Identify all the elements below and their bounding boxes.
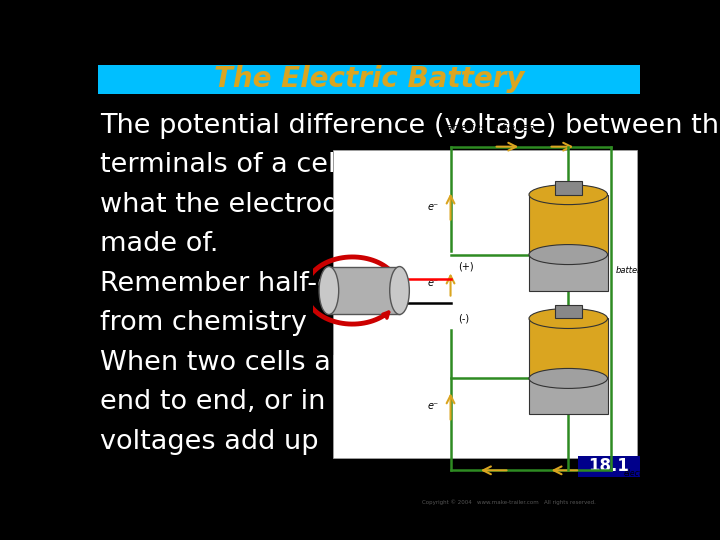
Text: The potential difference (voltage) between the: The potential difference (voltage) betwe… [100,113,720,139]
Bar [529,254,608,291]
Text: made of.: made of. [100,231,218,257]
Text: e⁻: e⁻ [428,278,438,287]
Ellipse shape [529,368,608,388]
Ellipse shape [390,267,410,314]
Text: Copyright © 2004   www.make-trailer.com   All rights reserved.: Copyright © 2004 www.make-trailer.com Al… [423,500,596,505]
Text: Negative: Negative [551,386,585,395]
Text: Remember half-cell reactions: Remember half-cell reactions [100,271,498,296]
Text: Batteries in Series: Batteries in Series [438,123,534,133]
Text: (-): (-) [564,274,573,283]
Text: When two cells are placed: When two cells are placed [100,349,457,376]
Bar [554,180,582,194]
Text: batteries: batteries [616,266,653,275]
Text: motor: motor [317,286,344,295]
Bar [529,319,608,379]
Text: e⁻: e⁻ [523,477,534,487]
Text: Negative: Negative [551,262,585,271]
Ellipse shape [529,245,608,265]
Text: terminals of a cell depend on: terminals of a cell depend on [100,152,497,178]
Text: (-): (-) [459,314,469,323]
Text: e⁻: e⁻ [527,132,539,141]
Text: (+): (+) [559,218,577,227]
Bar [529,379,608,414]
Text: (-): (-) [564,398,573,407]
Text: from chemistry: from chemistry [100,310,307,336]
Text: (+): (+) [459,261,474,272]
Ellipse shape [319,267,338,314]
FancyBboxPatch shape [98,65,640,94]
Text: (+): (+) [559,341,577,352]
Bar [329,267,400,314]
Text: Positive: Positive [554,356,583,365]
FancyBboxPatch shape [578,456,639,477]
FancyBboxPatch shape [333,150,637,458]
Ellipse shape [529,308,608,328]
Text: electron
flow: electron flow [624,469,654,488]
Text: voltages add up: voltages add up [100,429,318,455]
Ellipse shape [529,185,608,205]
Text: The Electric Battery: The Electric Battery [214,65,524,93]
Text: end to end, or in series, their: end to end, or in series, their [100,389,495,415]
Text: e⁻: e⁻ [428,401,438,411]
Text: what the electrodes are: what the electrodes are [100,192,423,218]
Text: 18.1: 18.1 [588,457,629,475]
Text: e⁻: e⁻ [428,201,438,212]
Bar [529,194,608,254]
Bar [554,305,582,319]
Text: Positive: Positive [554,232,583,241]
